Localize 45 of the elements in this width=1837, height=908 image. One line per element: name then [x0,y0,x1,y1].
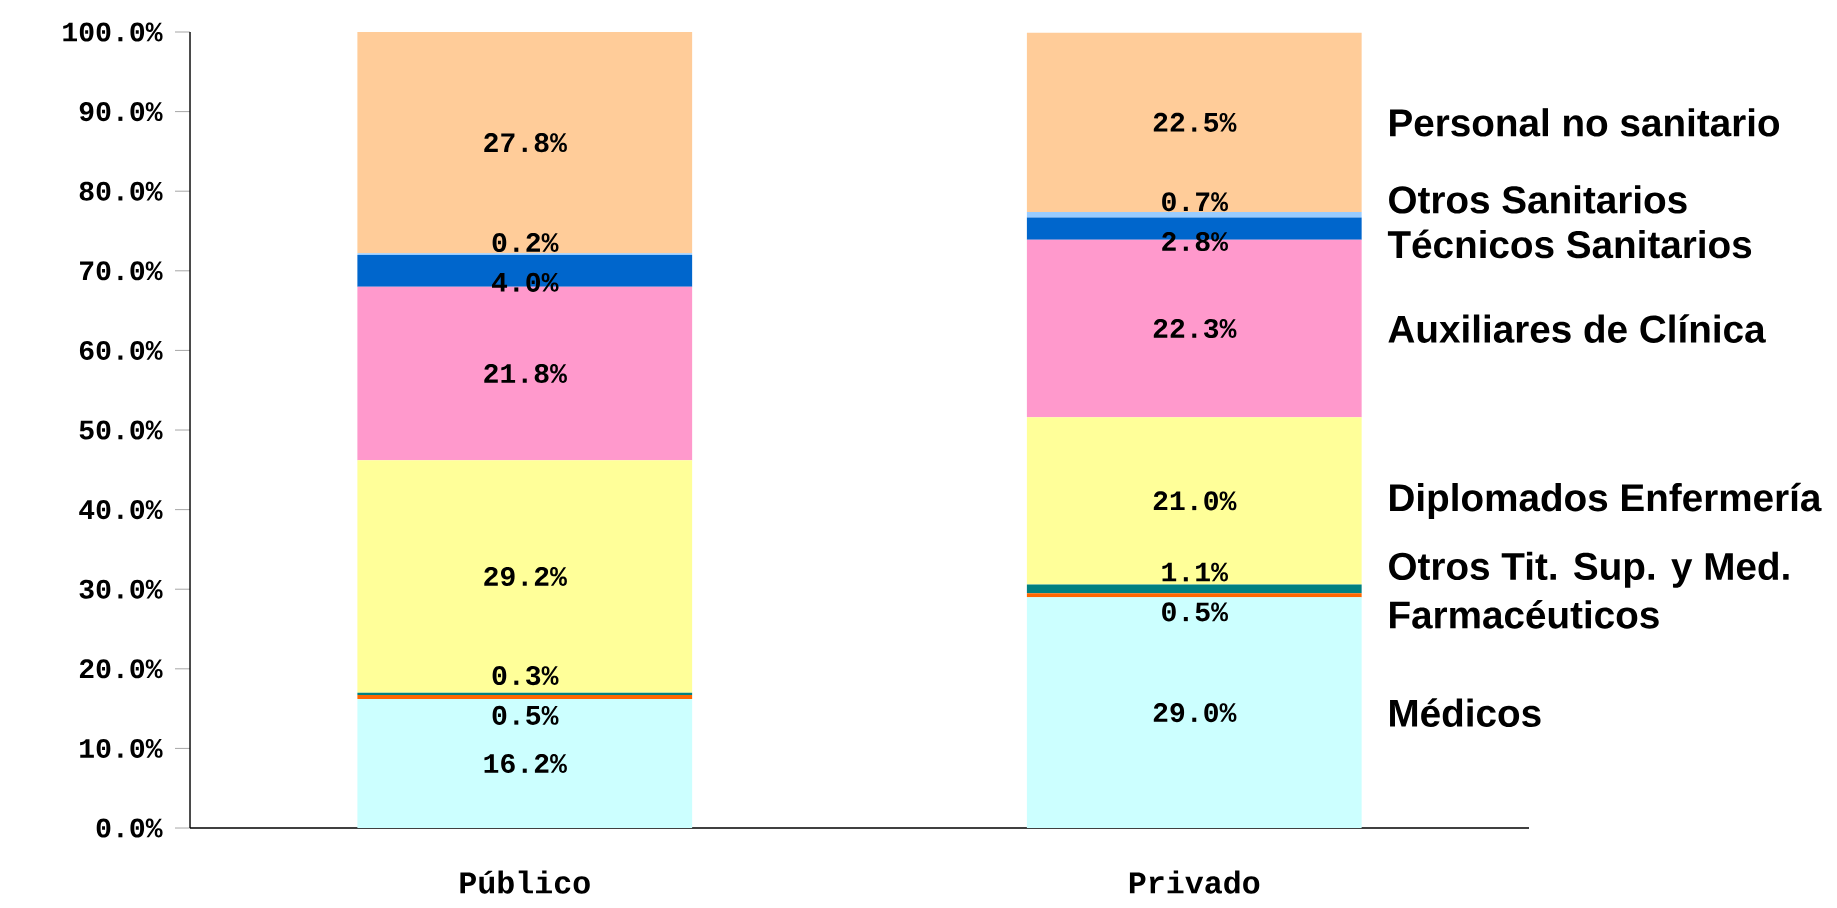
data-label: 0.5% [492,705,559,725]
data-label: 0.3% [492,666,559,686]
y-tick-label: 60.0% [79,340,163,360]
series-label: Diplomados Enfermería [1390,482,1822,520]
y-tick-label: 70.0% [80,261,163,281]
y-tick-label: 0.0% [96,818,163,838]
data-label: 0.5% [1162,602,1228,622]
series-label: Personal no sanitario [1390,108,1780,137]
bar [1026,593,1362,598]
y-tick-label: 10.0% [80,738,163,758]
series-label: Auxiliares de Clínica [1388,314,1766,343]
data-label: 21.0% [1153,491,1237,511]
bar [1026,597,1362,829]
y-tick-label: 20.0% [79,659,163,679]
series-label: Otros Tit. Sup. y Med. [1389,551,1789,588]
y-tick-label: 90.0% [79,102,163,122]
y-tick-label: 40.0% [79,500,163,520]
data-label: 21.8% [484,363,567,384]
bar [357,32,693,254]
data-label: 0.2% [492,233,559,253]
y-tick-label: 100.0% [63,22,163,42]
series-label: Técnicos Sanitarios [1387,229,1752,259]
bar [1026,211,1362,218]
x-tick-label: Público [460,870,590,894]
data-label: 16.2% [484,754,567,774]
data-label: 22.5% [1153,112,1237,132]
data-label: 27.8% [484,133,567,153]
bar [1026,32,1362,212]
data-label: 22.3% [1153,318,1237,339]
y-tick-label: 30.0% [79,579,163,599]
data-label: 29.2% [484,566,567,587]
bar [357,695,693,700]
data-label: 1.1% [1162,562,1228,582]
x-tick-label: Privado [1129,870,1260,894]
data-label: 0.7% [1162,192,1228,212]
bar [1026,584,1362,594]
series-label: Médicos [1390,698,1541,727]
series-label: Farmacéuticos [1390,599,1659,629]
y-tick-label: 50.0% [79,420,163,440]
y-tick-label: 80.0% [79,181,163,201]
bar [357,699,693,829]
bar [1026,417,1362,585]
bar [357,460,693,693]
data-label: 29.0% [1153,703,1237,723]
series-label: Otros Sanitarios [1389,185,1687,214]
